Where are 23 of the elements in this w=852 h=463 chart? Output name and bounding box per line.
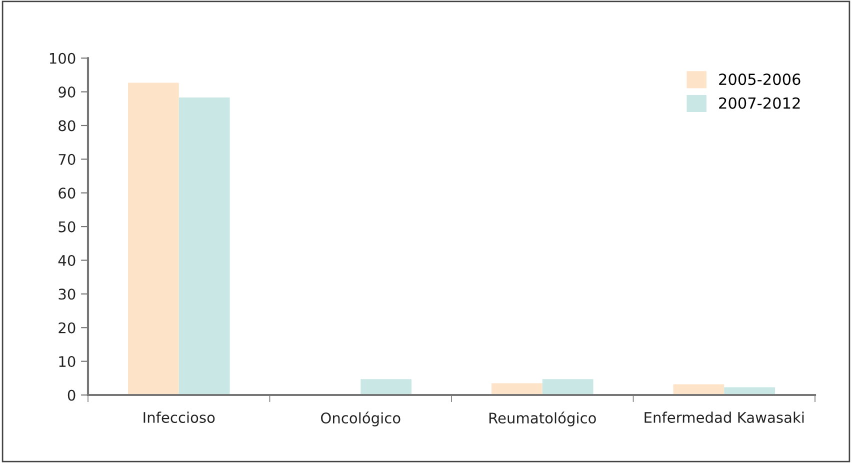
y-tick-label: 90 (58, 86, 76, 98)
bar (491, 383, 542, 395)
bar (178, 98, 230, 395)
legend-label: 2005-2006 (719, 74, 800, 86)
bar (128, 82, 179, 395)
y-tick-label: 100 (50, 52, 76, 64)
y-tick-label: 30 (58, 288, 76, 300)
x-tick-label: Oncológico (321, 412, 400, 426)
x-tick-label: Infeccioso (144, 412, 215, 423)
legend-label: 2007-2012 (719, 97, 800, 109)
y-tick-label: 70 (58, 154, 76, 165)
x-tick-label: Enfermedad Kawasaki (644, 412, 804, 423)
y-tick-label: 20 (58, 322, 76, 334)
bar (360, 379, 412, 395)
bar (542, 379, 594, 395)
y-tick-label: 80 (58, 120, 76, 132)
x-tick-label: Reumatológico (489, 412, 596, 426)
y-tick-label: 0 (68, 390, 76, 401)
y-tick-label: 50 (58, 221, 76, 232)
y-tick-label: 10 (59, 356, 76, 368)
y-tick-label: 40 (58, 254, 76, 266)
y-tick-label: 60 (58, 188, 76, 199)
bar (673, 384, 724, 395)
